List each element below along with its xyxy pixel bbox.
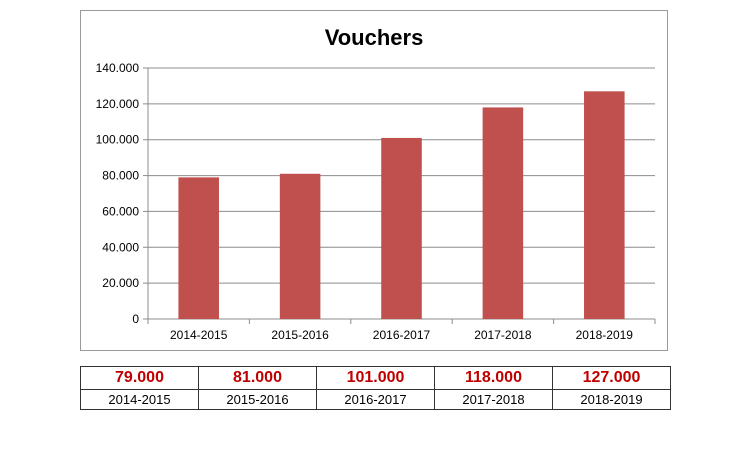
y-tick-label: 120.000 [96,97,140,111]
y-tick-label: 100.000 [96,133,140,147]
bar [178,177,219,319]
bar [279,173,321,319]
bar [482,107,524,319]
bar-chart: 0 20.000 40.000 60.000 80.000 100.000 120.000 1… [96,61,656,342]
value-cell: 118.000 [434,366,553,390]
y-tick-label: 0 [132,312,139,326]
year-cell: 2017-2018 [434,389,553,410]
year-cell: 2018-2019 [552,389,671,410]
value-row: 79.000 81.000 101.000 118.000 127.000 [80,366,671,390]
x-tick-label: 2014-2015 [170,328,228,342]
y-tick-label: 20.000 [102,276,139,290]
x-tick-label: 2016-2017 [373,328,431,342]
value-cell: 79.000 [80,366,199,390]
value-cell: 81.000 [198,366,317,390]
y-tick-label: 140.000 [96,61,140,75]
value-table: 79.000 81.000 101.000 118.000 127.000 20… [80,366,671,410]
year-cell: 2015-2016 [198,389,317,410]
x-tick-label: 2018-2019 [576,328,634,342]
value-cell: 101.000 [316,366,435,390]
value-cell: 127.000 [552,366,671,390]
x-tick-label: 2017-2018 [474,328,532,342]
chart-title: Vouchers [324,25,424,50]
year-cell: 2014-2015 [80,389,199,410]
year-row: 2014-2015 2015-2016 2016-2017 2017-2018 … [80,389,671,410]
y-tick-label: 60.000 [102,204,139,218]
chart-frame: Vouchers 0 20.000 40.000 60.000 80.000 100.00… [80,10,668,351]
year-cell: 2016-2017 [316,389,435,410]
y-tick-label: 40.000 [102,240,139,254]
bar [381,137,422,319]
x-tick-label: 2015-2016 [271,328,329,342]
bar [584,91,625,319]
y-tick-label: 80.000 [102,169,139,183]
